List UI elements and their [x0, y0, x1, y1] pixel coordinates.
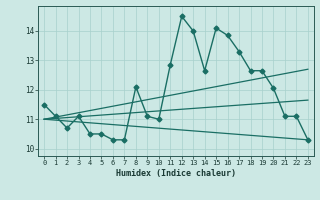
X-axis label: Humidex (Indice chaleur): Humidex (Indice chaleur): [116, 169, 236, 178]
